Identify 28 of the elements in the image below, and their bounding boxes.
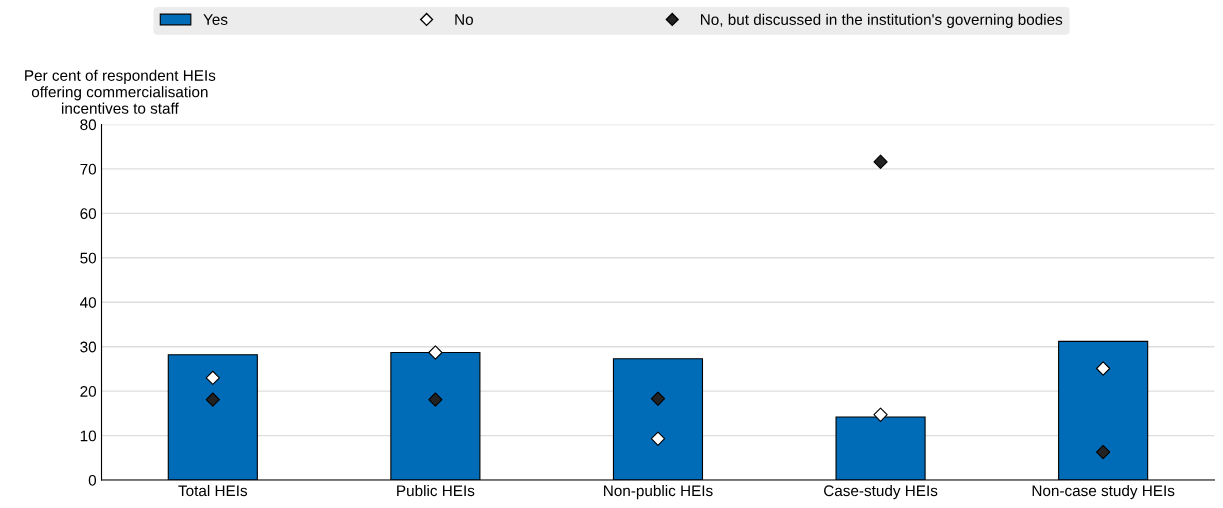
legend-label: No [455, 14, 473, 25]
y-tick-label: 60 [80, 208, 97, 220]
y-tick-label: 70 [80, 163, 97, 175]
point [428, 345, 443, 360]
y-tick-label: 50 [80, 252, 97, 264]
x-tick-label: Public HEIs [397, 484, 475, 497]
point [428, 392, 443, 407]
x-tick-label: Non-case study HEIs [1032, 484, 1175, 500]
x-tick-label: Total HEIs [178, 484, 248, 497]
point [650, 431, 666, 446]
y-tick-label: 80 [80, 119, 97, 131]
point [873, 154, 888, 169]
point [1096, 444, 1111, 460]
point [1096, 361, 1111, 376]
y-tick-label: 30 [80, 341, 97, 353]
legend-label: Yes [203, 14, 228, 25]
y-tick-label: 0 [88, 474, 97, 486]
y-tick-label: 10 [80, 430, 97, 442]
point [205, 370, 220, 385]
point [873, 407, 888, 422]
x-tick-label: Non-public HEIs [604, 484, 713, 500]
point [205, 392, 220, 407]
y-tick-label: 40 [80, 297, 97, 308]
y-axis-title: Per cent of respondent HEIs offering commercialisation incentives to staff [25, 69, 216, 114]
legend-label: No, but discussed in the institution's governing bodies [700, 13, 1063, 28]
x-tick-label: Case-study HEIs [824, 484, 938, 500]
point [650, 391, 666, 406]
y-tick-label: 20 [80, 386, 97, 397]
